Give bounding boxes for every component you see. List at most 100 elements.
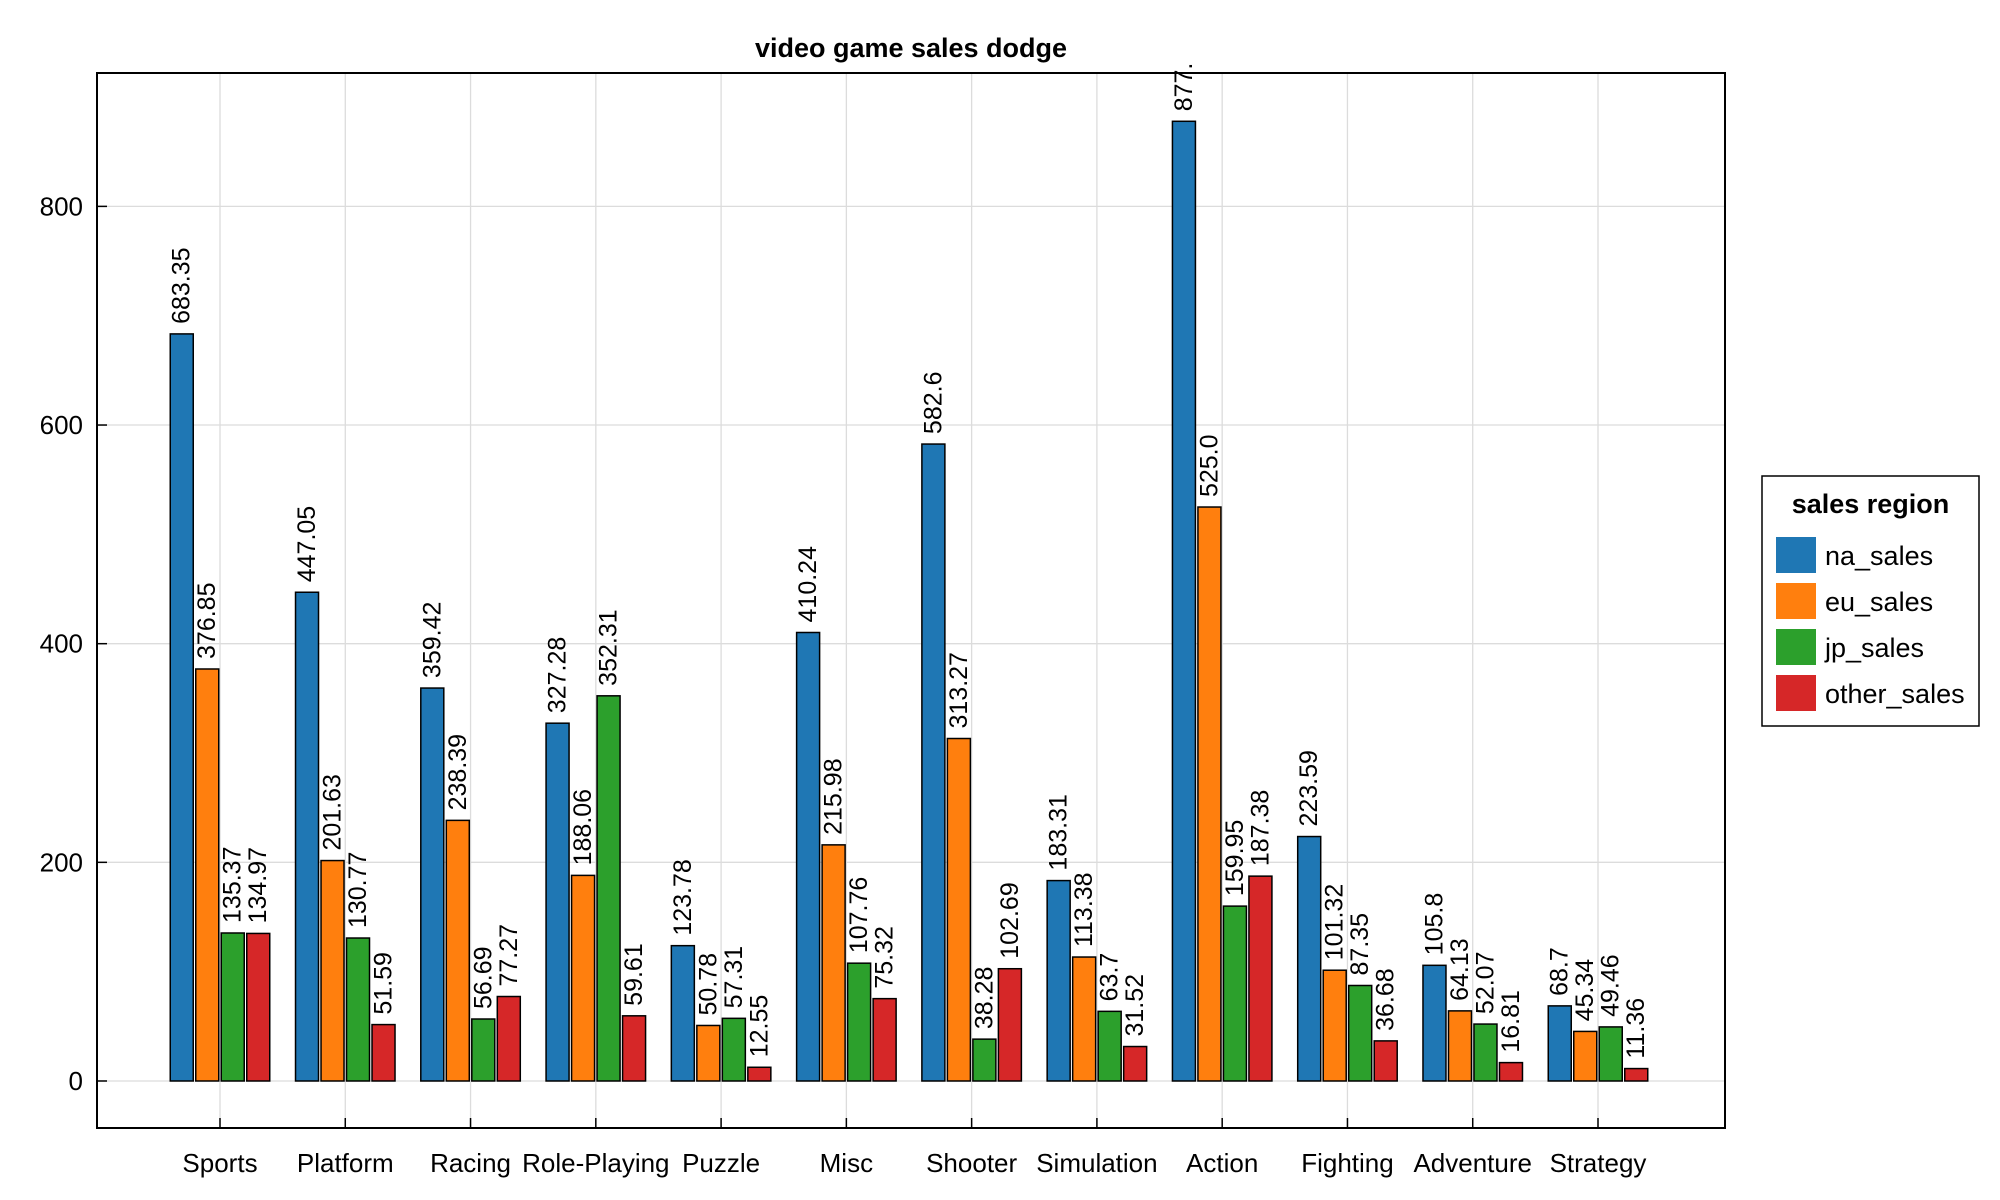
legend-label-eu_sales: eu_sales [1825,587,1933,617]
bar-other_sales [747,1066,772,1082]
data-label: 52.07 [1471,952,1499,1015]
data-label: 313.27 [945,652,973,728]
data-label: 107.76 [845,877,873,953]
bar-eu_sales [320,859,345,1082]
bars [169,120,1649,1082]
legend-swatch-jp_sales [1776,629,1816,665]
data-label: 201.63 [319,774,347,850]
bar-eu_sales [1322,969,1347,1082]
data-label: 45.34 [1571,959,1599,1022]
legend-swatch-other_sales [1776,675,1816,711]
y-tick-label: 600 [40,410,83,440]
plot-frame [96,72,1726,1129]
x-tick-label: Adventure [1413,1148,1532,1178]
legend-items: na_sales eu_sales jp_sales other_sales [1776,537,1965,711]
legend-swatch-eu_sales [1776,583,1816,619]
bar-other_sales [1624,1067,1649,1082]
data-label: 50.78 [694,953,722,1016]
bar-na_sales [1046,879,1071,1082]
data-label: 877. [1170,63,1198,112]
data-label: 223.59 [1295,750,1323,826]
bar-na_sales [1171,120,1197,1082]
bar-eu_sales [1071,956,1097,1082]
bar-jp_sales [1222,905,1248,1082]
x-tick-label: Strategy [1550,1148,1647,1178]
data-label: 77.27 [495,924,523,987]
data-label: 56.69 [469,946,497,1009]
bar-jp_sales [721,1017,747,1082]
data-label: 683.35 [168,247,196,323]
bar-eu_sales [946,737,972,1082]
data-label: 11.36 [1622,998,1650,1059]
bar-na_sales [1296,835,1322,1082]
data-label: 130.77 [344,852,372,928]
legend: sales region na_sales eu_sales jp_salesoth… [1761,475,1980,727]
data-label: 447.05 [293,506,321,582]
bar-jp_sales [345,937,371,1082]
y-tick-label: 400 [40,629,83,659]
data-label: 63.7 [1096,953,1124,1002]
data-label: 75.32 [871,926,899,989]
bar-jp_sales [220,932,245,1082]
x-tick-label: Platform [297,1148,394,1178]
data-label: 582.6 [919,371,947,434]
bar-other_sales [997,967,1023,1082]
bar-other_sales [1248,875,1273,1082]
bar-eu_sales [696,1024,721,1082]
bar-other_sales [496,995,522,1082]
bar-eu_sales [445,819,471,1082]
x-tick-label: Sports [182,1148,257,1178]
bar-other_sales [246,932,271,1082]
bar-jp_sales [972,1038,997,1082]
data-label: 188.06 [569,789,597,865]
data-label: 187.38 [1246,790,1274,866]
data-label: 16.81 [1497,990,1525,1053]
legend-label-other_sales: other_sales [1825,679,1965,709]
bar-other_sales [1122,1045,1148,1082]
data-label: 123.78 [669,859,697,935]
bar-eu_sales [1197,506,1222,1082]
data-label: 410.24 [794,546,822,623]
data-label: 38.28 [970,967,998,1030]
bar-eu_sales [1447,1010,1473,1082]
data-label: 359.42 [418,602,446,678]
y-tick-label: 0 [69,1066,83,1096]
chart-title: video game sales dodge [755,33,1067,63]
bar-other_sales [371,1023,396,1082]
bar-na_sales [921,443,946,1082]
data-label: 376.85 [193,583,221,659]
bar-na_sales [294,591,320,1082]
data-label: 87.35 [1346,913,1374,976]
bar-other_sales [1373,1040,1398,1082]
data-label: 113.38 [1070,872,1098,947]
bar-eu_sales [570,874,596,1082]
bar-other_sales [872,997,897,1082]
data-label: 59.61 [620,943,648,1006]
data-label: 64.13 [1446,938,1474,1001]
bar-na_sales [420,687,445,1082]
data-labels: 683.35 447.05 359.42 327.28 123.78 410.24 582.… [168,63,1651,1059]
data-label: 101.32 [1321,884,1349,960]
bar-other_sales [621,1015,647,1082]
bar-eu_sales [821,844,846,1082]
data-label: 183.31 [1045,794,1073,870]
axes: 0 200 400 600 800 Sports Platform Racing Role-Pl… [40,191,1647,1178]
bar-na_sales [1422,964,1447,1082]
bar-other_sales [1498,1061,1524,1082]
bar-jp_sales [1097,1010,1122,1082]
x-tick-label: Misc [820,1148,873,1178]
data-label: 57.31 [720,946,748,1009]
grid-lines [97,73,1725,1128]
bar-na_sales [670,944,696,1082]
data-label: 105.8 [1420,893,1448,956]
x-tick-label: Racing [430,1148,511,1178]
data-label: 31.52 [1121,974,1149,1037]
data-label: 525.0 [1195,434,1223,497]
legend-swatch-na_sales [1776,537,1816,573]
legend-label-na_sales: na_sales [1825,541,1933,571]
data-label: 215.98 [820,758,848,834]
data-label: 49.46 [1597,954,1625,1017]
data-label: 327.28 [544,637,572,713]
x-tick-label: Simulation [1036,1148,1157,1178]
